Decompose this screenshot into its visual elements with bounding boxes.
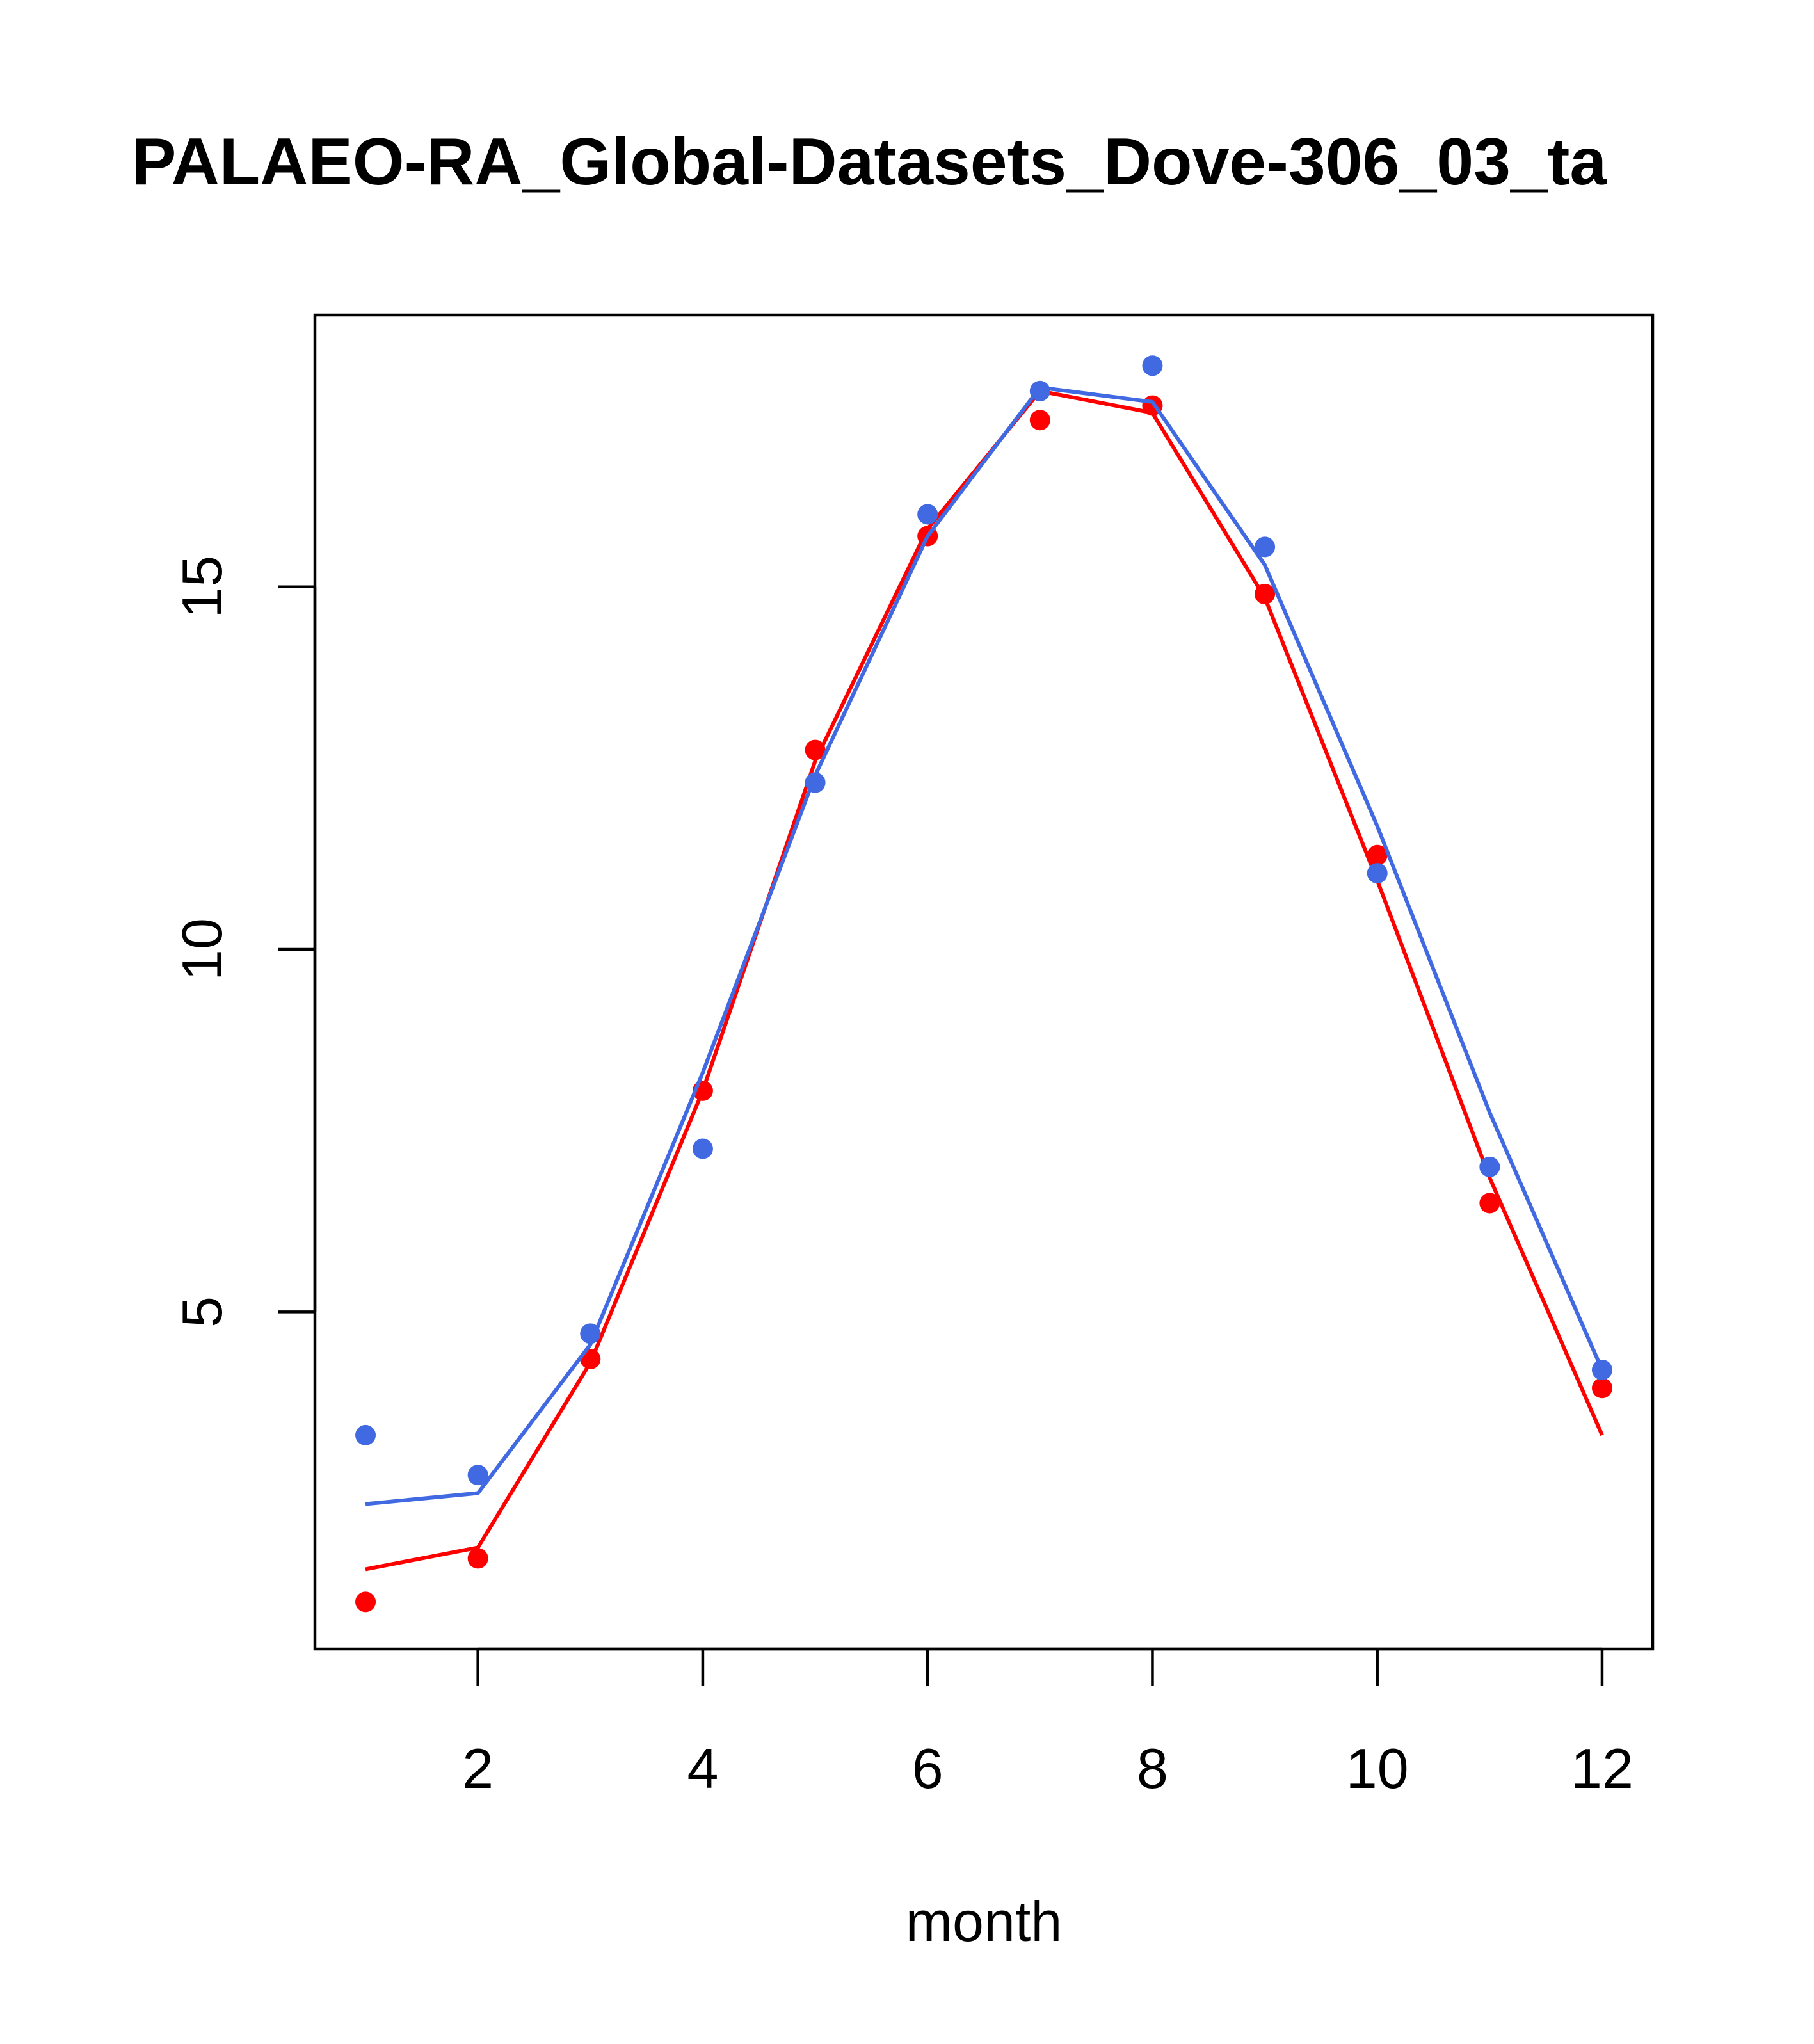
series-2-point [580,1323,601,1344]
y-tick-label: 15 [170,556,234,618]
x-axis-label: month [906,1890,1063,1953]
x-tick-label: 12 [1571,1737,1633,1800]
series-1-point [1367,844,1388,865]
series-1-point [1029,410,1050,431]
x-tick-label: 2 [462,1737,494,1800]
series-1-point [355,1591,376,1613]
series-2-point [1591,1359,1612,1380]
series-2-point [917,504,938,525]
series-2-point [467,1465,488,1486]
y-axis: 5 10 15 [170,556,317,1328]
chart-title: PALAEO-RA_Global-Datasets_Dove-306_03_ta [132,125,1607,199]
series-layer [355,355,1612,1613]
x-tick-label: 8 [1137,1737,1168,1800]
x-tick-label: 6 [912,1737,943,1800]
series-2-line [365,385,1604,1506]
x-tick-label: 4 [687,1737,718,1800]
series-1-point [1255,584,1276,605]
y-tick-label: 10 [170,918,234,981]
x-axis: 2 4 6 8 10 12 [462,1647,1633,1800]
series-2-point [805,772,826,793]
series-2-point [355,1424,376,1445]
series-2-point [1142,355,1163,376]
series-2-point [1029,380,1050,401]
series-1-point [805,739,826,760]
series-2-point [1479,1156,1500,1177]
series-2-point [692,1138,713,1159]
y-tick-label: 5 [170,1296,234,1328]
series-1-point [1479,1193,1500,1214]
series-2-point [1367,863,1388,884]
series-1-point [467,1548,488,1569]
series-1-point [1591,1378,1612,1399]
series-2-point [1255,536,1276,558]
x-tick-label: 10 [1346,1737,1409,1800]
